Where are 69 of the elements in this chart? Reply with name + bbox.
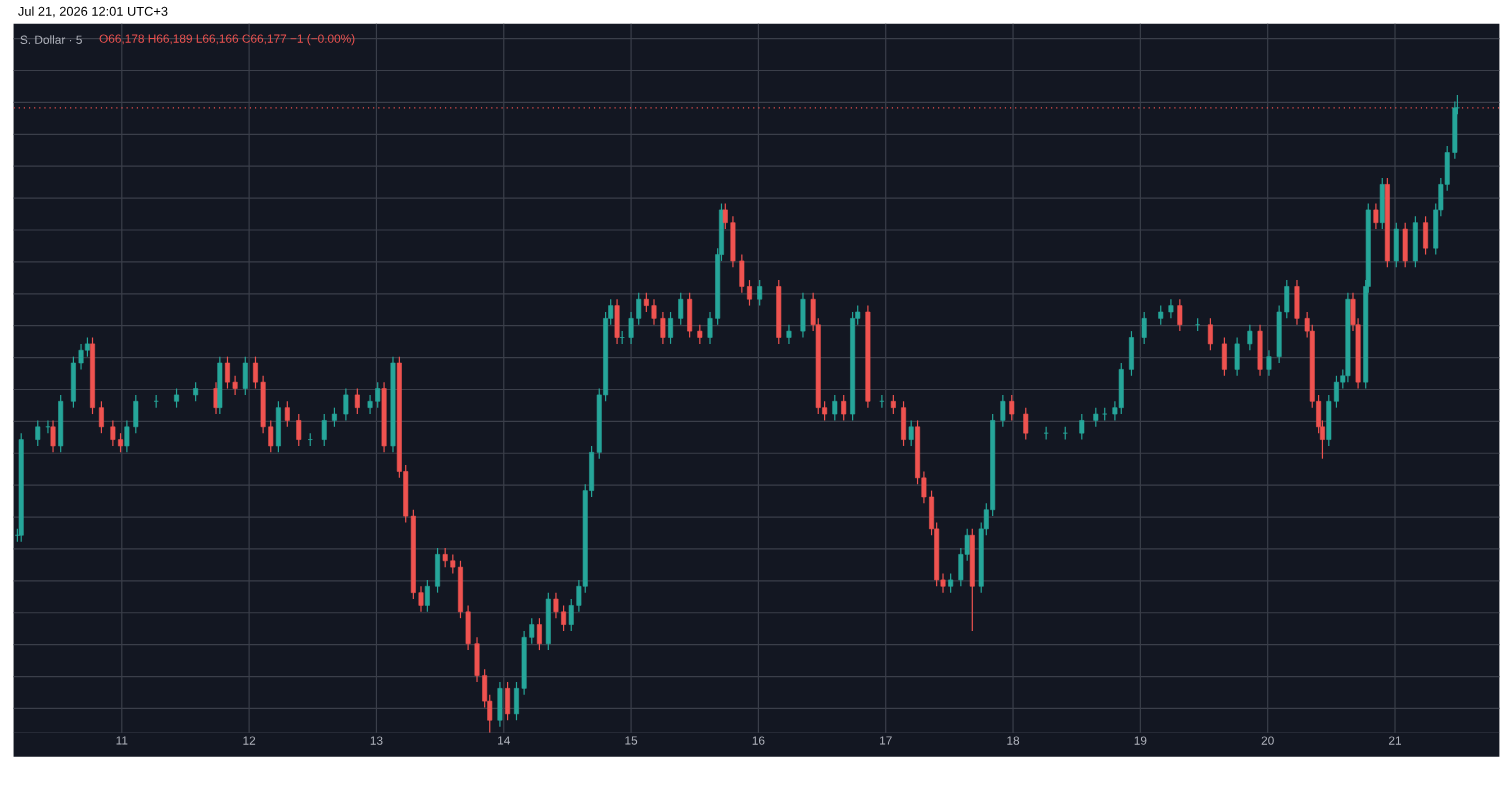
candlestick: [800, 292, 806, 338]
candlestick: [687, 292, 693, 338]
candlestick: [321, 413, 327, 447]
candlestick: [193, 381, 199, 402]
candlestick: [497, 681, 503, 728]
candlestick: [242, 355, 248, 396]
candlestick: [678, 292, 684, 326]
candlestick: [98, 400, 104, 434]
candlestick: [1234, 336, 1240, 377]
candlestick: [614, 298, 620, 345]
candlestick: [35, 419, 41, 447]
candlestick: [1266, 349, 1272, 377]
candlestick: [70, 355, 76, 409]
candlestick: [1402, 221, 1408, 268]
candlestick: [832, 394, 838, 421]
candlestick: [1177, 298, 1183, 332]
candlestick: [505, 681, 511, 721]
candlestick: [110, 419, 116, 447]
candlestick: [1093, 406, 1099, 428]
candlestick: [224, 355, 230, 389]
candlestick: [643, 292, 649, 313]
candlestick: [435, 547, 441, 594]
candlestick: [948, 572, 954, 594]
candlestick: [442, 547, 448, 568]
candlestick: [217, 355, 223, 415]
candlestick: [536, 617, 542, 651]
candlestick: [1393, 221, 1399, 268]
candlestick: [786, 324, 792, 345]
candlestick: [901, 400, 907, 447]
candlestick: [545, 591, 551, 651]
candlestick: [890, 394, 896, 415]
candlestick: [50, 419, 56, 453]
candlestick: [1023, 406, 1029, 441]
candlestick: [284, 400, 290, 428]
candlestick: [561, 604, 567, 632]
candlestick: [1141, 311, 1147, 345]
candlestick: [1379, 177, 1385, 230]
candlestick: [1168, 298, 1174, 319]
candlestick: [1221, 336, 1227, 377]
candlestick: [1079, 413, 1085, 441]
candlestick: [275, 400, 281, 453]
candlestick: [1158, 304, 1164, 326]
candlestick: [553, 591, 559, 619]
candlestick: [1009, 394, 1015, 421]
candlestick: [1423, 215, 1429, 256]
candlestick: [1294, 279, 1300, 326]
candlestick: [757, 279, 763, 307]
candlestick: [331, 406, 337, 428]
candlestick: [1257, 324, 1263, 377]
candlestick: [1247, 324, 1253, 351]
candlestick: [668, 311, 674, 345]
candlestick: [174, 387, 180, 409]
candlestick: [354, 387, 360, 415]
candlestick: [58, 394, 64, 453]
candlestick: [1128, 330, 1134, 377]
candlestick: [1118, 362, 1124, 415]
candlestick: [343, 387, 349, 421]
candlestick: [367, 394, 373, 415]
candlestick: [118, 432, 123, 453]
candlestick: [375, 381, 381, 409]
candlestick: [697, 324, 703, 345]
candlestick: [424, 579, 430, 613]
candlestick: [908, 419, 914, 447]
candlestick: [296, 413, 302, 447]
candlestick: [841, 394, 847, 421]
candlestick: [1000, 394, 1006, 428]
candlestick: [1373, 202, 1379, 230]
candlestick: [1412, 215, 1418, 268]
candlestick: [1207, 317, 1213, 351]
